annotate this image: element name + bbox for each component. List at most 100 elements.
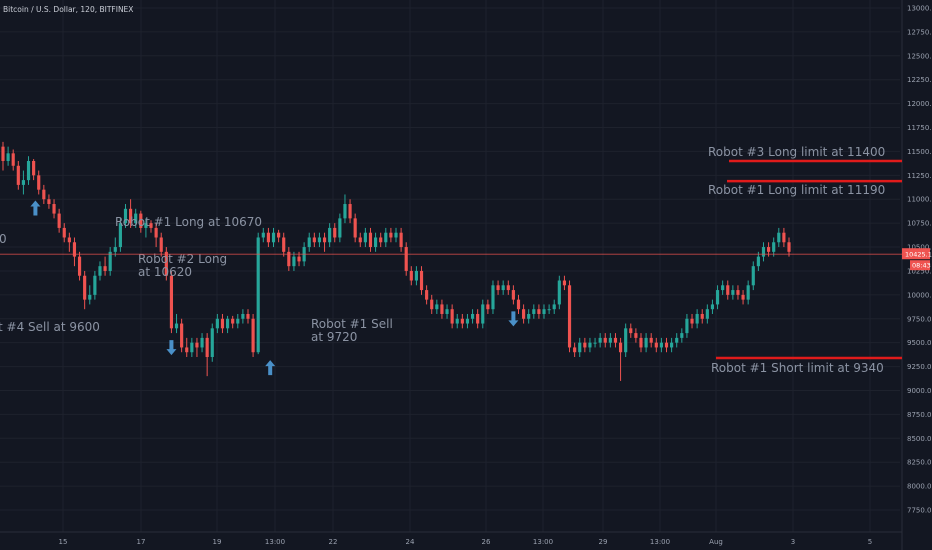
candle-body xyxy=(83,275,87,300)
candle xyxy=(266,227,270,248)
candle-body xyxy=(639,337,643,348)
candle xyxy=(200,333,204,353)
candle xyxy=(547,304,551,314)
candle-body xyxy=(225,318,230,329)
candle xyxy=(613,333,618,348)
candle xyxy=(583,337,587,353)
price-tick-label: 9500.0 xyxy=(907,339,932,347)
candle-body xyxy=(486,304,490,310)
candle xyxy=(256,232,260,355)
candle-body xyxy=(481,304,485,324)
candle-body xyxy=(496,285,500,291)
candle xyxy=(1,141,5,171)
time-tick-label: 17 xyxy=(137,538,146,546)
candle xyxy=(435,299,439,314)
candle-body xyxy=(562,280,567,286)
candle xyxy=(670,337,674,353)
candle-body xyxy=(113,247,117,252)
candle-body xyxy=(767,247,771,252)
candle xyxy=(190,337,194,358)
candle-body xyxy=(409,270,413,281)
candle-body xyxy=(108,251,112,271)
candle-body xyxy=(746,285,750,300)
candle-body xyxy=(282,237,286,252)
candle-body xyxy=(394,232,398,238)
candle xyxy=(522,304,526,324)
candle xyxy=(195,337,199,358)
candle-body xyxy=(159,237,163,252)
candle xyxy=(42,184,46,205)
candle-body xyxy=(333,227,337,238)
candle-body xyxy=(139,213,143,228)
candle-body xyxy=(455,318,459,324)
candle xyxy=(399,227,403,252)
candle-body xyxy=(573,347,577,353)
candle-body xyxy=(532,309,536,314)
candle xyxy=(761,242,766,262)
candle-body xyxy=(271,232,276,243)
candle-body xyxy=(144,223,148,228)
candle xyxy=(322,232,327,252)
candle xyxy=(113,237,117,257)
candle-body xyxy=(134,213,138,224)
candle-body xyxy=(200,337,204,348)
candle-body xyxy=(731,290,735,295)
candle-body xyxy=(680,333,684,338)
candle xyxy=(603,333,607,348)
candle-body xyxy=(62,227,66,238)
candle-body xyxy=(322,237,327,243)
candle-body xyxy=(537,309,541,314)
candle xyxy=(368,227,373,252)
candle xyxy=(751,261,755,291)
candle-body xyxy=(363,232,367,243)
time-axis[interactable]: 15 17 19 13:00 22 24 26 13:00 29 13:00 Aug 3 5 xyxy=(0,531,902,546)
candle-body xyxy=(736,290,740,295)
candle-body xyxy=(542,309,546,314)
candle-body xyxy=(598,337,602,343)
candle xyxy=(578,337,582,358)
candle-body xyxy=(522,309,526,319)
candle xyxy=(537,304,541,319)
candle-body xyxy=(256,237,260,353)
candle-body xyxy=(1,146,5,161)
candle-body xyxy=(649,337,653,343)
candle xyxy=(154,223,158,248)
candle xyxy=(271,227,276,248)
time-tick-label: 24 xyxy=(406,538,415,546)
candle xyxy=(715,285,720,310)
candle xyxy=(460,313,464,329)
candle-body xyxy=(52,204,56,214)
candle xyxy=(52,199,56,219)
candle-body xyxy=(419,270,424,291)
candle xyxy=(312,232,316,248)
candle xyxy=(21,170,25,195)
candle xyxy=(215,313,219,334)
candles xyxy=(1,141,791,381)
candle-body xyxy=(629,328,633,334)
candle xyxy=(506,280,510,295)
candle xyxy=(67,232,71,252)
candle xyxy=(236,313,240,329)
candle xyxy=(465,313,470,329)
candle xyxy=(88,285,92,305)
price-axis[interactable]: 7750.0 8000.0 8250.0 8500.0 8750.0 9000.0 9250… xyxy=(901,0,932,550)
candle-body xyxy=(425,290,429,300)
candle-body xyxy=(624,328,628,353)
candle xyxy=(516,294,521,314)
candle-body xyxy=(715,290,720,305)
time-tick-label: Aug xyxy=(709,538,723,546)
candle xyxy=(139,210,143,233)
time-tick-label: 19 xyxy=(213,538,222,546)
candle xyxy=(287,247,291,271)
candle xyxy=(782,227,786,248)
candle xyxy=(567,280,572,353)
candle-body xyxy=(547,309,551,311)
candle xyxy=(440,299,444,319)
current-price-value: 10425.1 xyxy=(905,251,932,259)
candle xyxy=(726,280,730,300)
candle xyxy=(83,270,87,310)
candle xyxy=(710,299,715,314)
candle xyxy=(328,223,332,248)
candle-body xyxy=(634,333,638,338)
